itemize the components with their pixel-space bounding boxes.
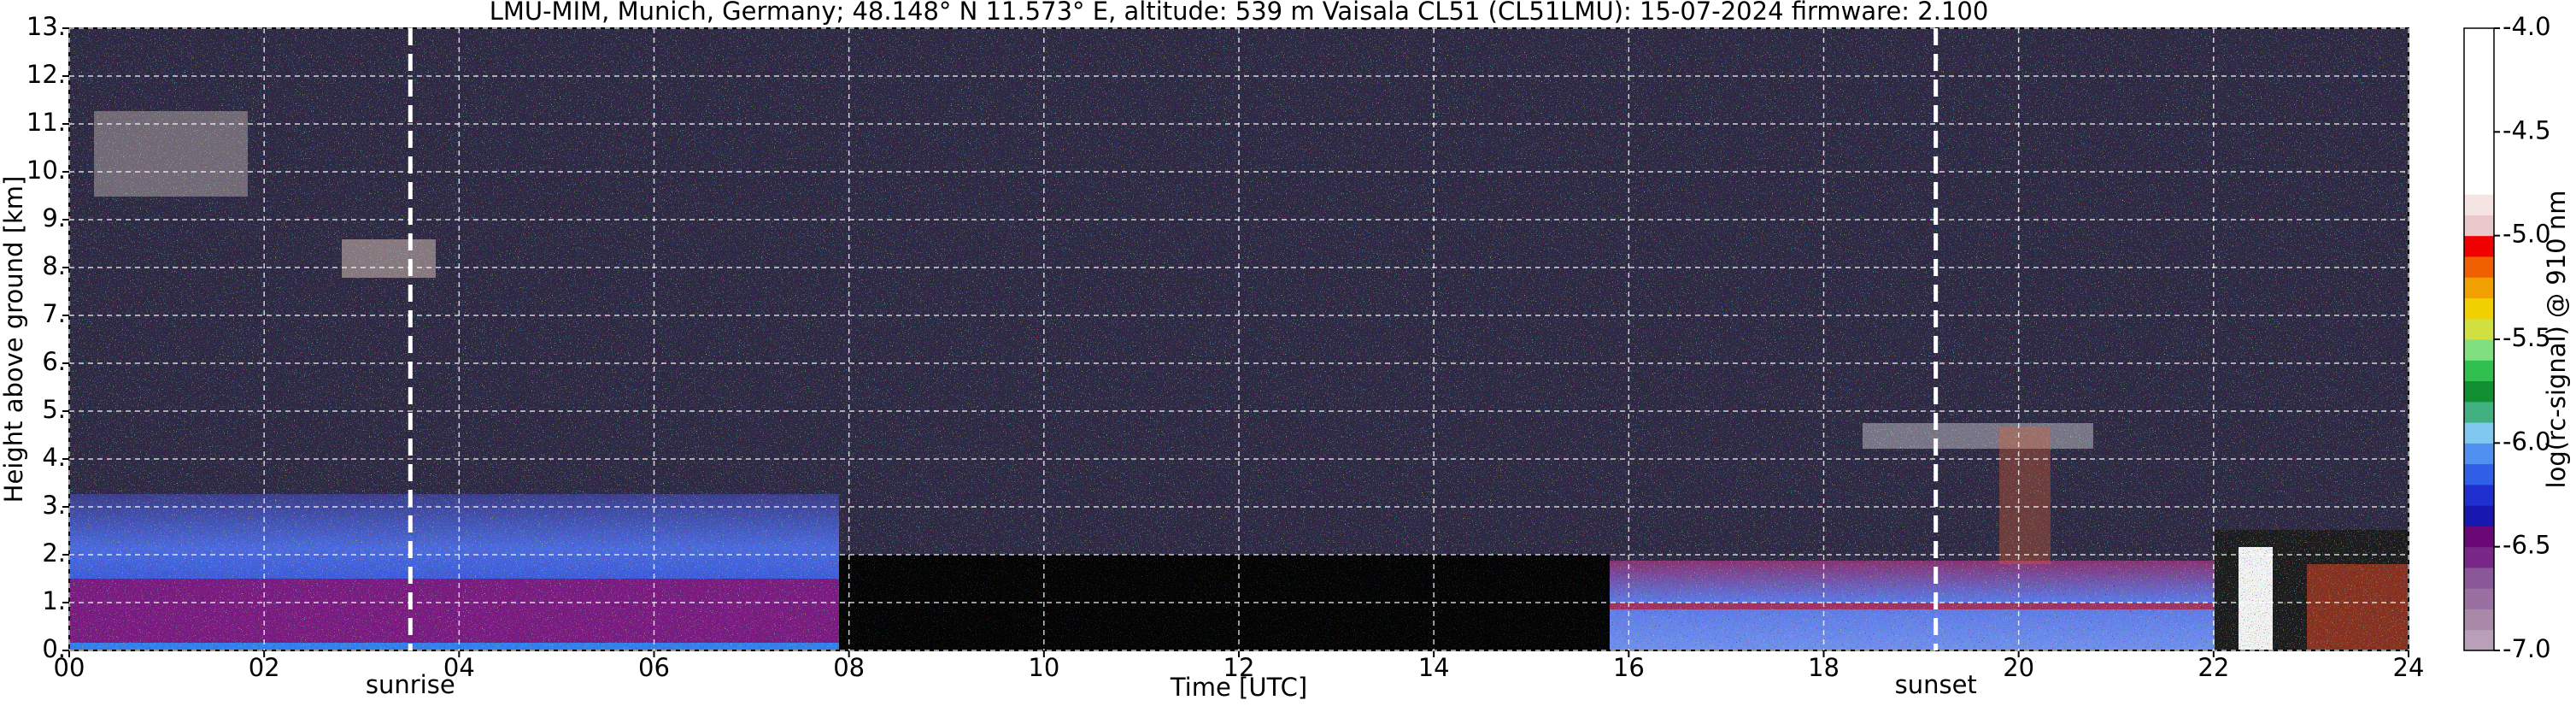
colorbar-swatch	[2464, 235, 2494, 257]
colorbar-swatch	[2464, 422, 2494, 444]
annotation-label: sunset	[1895, 670, 1977, 699]
y-tick-label: 4.	[42, 443, 66, 472]
y-tick-label: 1.	[42, 586, 66, 615]
colorbar-swatch	[2464, 505, 2494, 527]
colorbar-swatch	[2464, 463, 2494, 485]
colorbar-tick-label: -5.5	[2503, 323, 2551, 352]
x-axis-label: Time [UTC]	[1170, 673, 1307, 702]
x-tick-label: 02	[249, 653, 280, 682]
colorbar-swatch	[2464, 609, 2494, 631]
colorbar-swatch	[2464, 339, 2494, 361]
colorbar-tick-label: -6.0	[2503, 427, 2551, 456]
colorbar-swatch	[2464, 277, 2494, 298]
colorbar-tick-label: -4.0	[2503, 12, 2551, 41]
colorbar-swatch	[2464, 28, 2494, 50]
y-tick-label: 8.	[42, 251, 66, 280]
x-tick-label: 06	[638, 653, 670, 682]
y-tick-label: 5.	[42, 395, 66, 424]
colorbar-swatch	[2464, 132, 2494, 154]
colorbar-swatch	[2464, 256, 2494, 278]
colorbar-swatch	[2464, 380, 2494, 403]
colorbar-swatch	[2464, 49, 2494, 71]
colorbar-swatch	[2464, 567, 2494, 589]
colorbar-swatch	[2464, 443, 2494, 465]
y-tick-label: 9.	[42, 203, 66, 232]
y-axis-label: Height above ground [km]	[0, 176, 28, 503]
colorbar-swatch	[2464, 629, 2494, 651]
y-tick-label: 7.	[42, 299, 66, 328]
colorbar-swatch	[2464, 318, 2494, 340]
colorbar-swatch	[2464, 401, 2494, 423]
colorbar-swatch	[2464, 194, 2494, 215]
x-tick-label: 22	[2198, 653, 2229, 682]
y-tick-label: 10.	[26, 156, 66, 185]
y-tick-label: 3.	[42, 491, 66, 520]
y-tick-label: 2.	[42, 538, 66, 568]
colorbar-tick-label: -5.0	[2503, 220, 2551, 249]
colorbar-swatch	[2464, 69, 2494, 91]
x-tick-label: 10	[1028, 653, 1059, 682]
colorbar-swatch	[2464, 173, 2494, 195]
x-tick-label: 14	[1418, 653, 1450, 682]
colorbar-swatch	[2464, 360, 2494, 382]
x-tick-label: 08	[833, 653, 865, 682]
x-tick-label: 16	[1613, 653, 1645, 682]
x-tick-label: 20	[2003, 653, 2034, 682]
y-tick-label: 0.	[42, 634, 66, 663]
colorbar-swatch	[2464, 297, 2494, 320]
colorbar-swatch	[2464, 111, 2494, 132]
colorbar-swatch	[2464, 484, 2494, 506]
colorbar-swatch	[2464, 588, 2494, 609]
colorbar-swatch	[2464, 90, 2494, 112]
colorbar-swatch	[2464, 152, 2494, 174]
x-tick-label: 00	[54, 653, 85, 682]
x-tick-label: 04	[443, 653, 475, 682]
y-tick-label: 12.	[26, 60, 66, 89]
colorbar-tick-label: -6.5	[2503, 531, 2551, 560]
colorbar-tick-label: -4.5	[2503, 115, 2551, 144]
colorbar-tick-label: -7.0	[2503, 634, 2551, 663]
y-tick-label: 6.	[42, 347, 66, 376]
chart-title: LMU-MIM, Munich, Germany; 48.148° N 11.5…	[490, 0, 1989, 26]
colorbar-swatch	[2464, 546, 2494, 568]
annotation-label: sunrise	[366, 670, 455, 699]
x-tick-label: 18	[1808, 653, 1840, 682]
colorbar-label: log(rc-signal) @ 910 nm	[2542, 191, 2571, 489]
y-tick-label: 13.	[26, 12, 66, 41]
y-tick-label: 11.	[26, 108, 66, 137]
x-tick-label: 24	[2393, 653, 2425, 682]
colorbar-swatch	[2464, 526, 2494, 548]
x-tick-label: 12	[1223, 653, 1255, 682]
colorbar-swatch	[2464, 215, 2494, 237]
